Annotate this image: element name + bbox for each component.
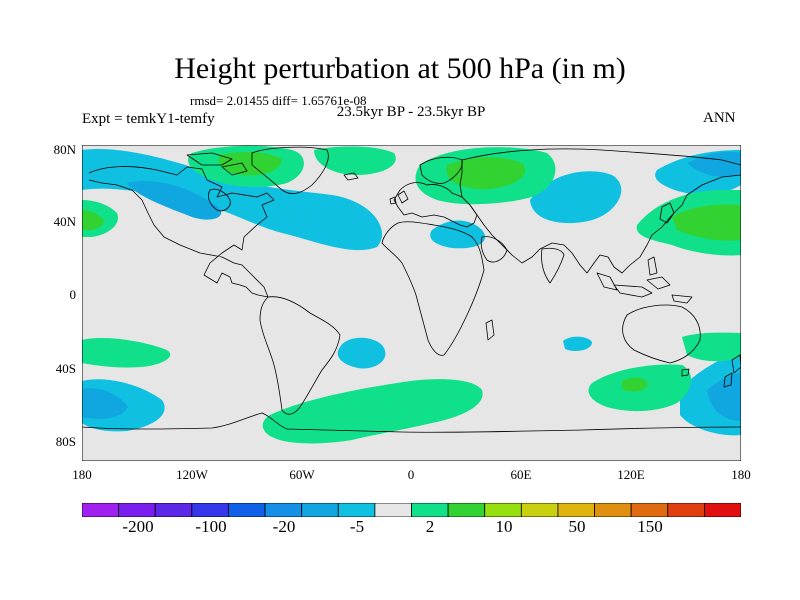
pos-contour-southern-ocean <box>262 379 483 444</box>
colorbar-swatch <box>374 503 412 517</box>
colorbar-swatch <box>118 503 156 517</box>
colorbar-swatch <box>703 503 741 517</box>
colorbar-label: 50 <box>568 517 586 536</box>
lon-label-60e: 60E <box>510 467 532 482</box>
season-label: ANN <box>703 110 736 126</box>
pos-contour-greenland-core <box>218 151 282 176</box>
colorbar-label: -200 <box>122 517 154 536</box>
colorbar-swatch <box>520 503 559 517</box>
colorbar-swatch <box>264 503 303 517</box>
colorbar-swatch <box>82 503 120 517</box>
coastline-australia <box>622 304 701 364</box>
colorbar-label: 10 <box>495 517 513 536</box>
coastline-hudson-bay <box>208 188 231 212</box>
colorbar-label: 2 <box>425 517 435 536</box>
coastline-europe-africa <box>381 182 485 356</box>
coastline-asia <box>459 148 741 274</box>
coastline-japan <box>659 202 675 224</box>
coastline-south-america <box>259 296 341 415</box>
coastline-arctic-islands <box>186 152 248 176</box>
pos-contour-nw-pacific-core <box>672 204 741 241</box>
pos-contour-aus-east <box>682 332 741 362</box>
colorbar-swatch <box>191 503 229 517</box>
coastline-tasmania <box>681 368 690 377</box>
pos-contour-eurasia-core <box>446 157 526 190</box>
colorbar-label: -100 <box>195 517 227 536</box>
coastline-greenland <box>251 146 329 195</box>
coastline-scandinavia <box>419 156 463 184</box>
lat-label-40s: 40S <box>55 361 76 376</box>
coastlines <box>82 146 741 433</box>
lon-label-180w: 180 <box>72 467 92 482</box>
pos-contour-arctic-canada <box>314 146 396 175</box>
contour-fills <box>82 145 741 444</box>
neg-contour-central-asia <box>530 171 622 224</box>
coastline-arabia <box>480 236 508 263</box>
colorbar-swatch <box>411 503 449 517</box>
coastline-madagascar <box>485 319 495 341</box>
colorbar-swatch <box>301 503 339 517</box>
neg-contour-sw-pacific-core <box>82 388 128 419</box>
colorbar-swatch <box>594 503 632 517</box>
colorbar-label: -5 <box>349 517 365 536</box>
coastline-north-america <box>88 166 275 298</box>
coastline-antarctica <box>82 412 741 433</box>
period-text: 23.5kyr BP - 23.5kyr BP <box>336 104 486 120</box>
lon-label-120e: 120E <box>617 467 645 482</box>
neg-contour-npacific <box>82 149 382 251</box>
neg-contour-indian <box>563 336 592 351</box>
neg-contour-europe <box>430 220 486 249</box>
pos-contour-south-pacific <box>82 338 171 368</box>
lon-label-0: 0 <box>407 467 415 482</box>
lat-label-80n: 80N <box>53 142 76 157</box>
neg-contour-npacific-east-core <box>687 151 741 177</box>
coastline-iceland <box>343 172 359 181</box>
stats-text: rmsd= 2.01455 diff= 1.65761e-08 <box>190 93 367 108</box>
coastline-philippines <box>647 256 658 276</box>
colorbar-swatch <box>228 503 266 517</box>
pos-contour-indian-ocean-core <box>622 377 648 392</box>
lat-label-80s: 80S <box>55 434 76 449</box>
colorbar-label: -20 <box>272 517 296 536</box>
map-title: Height perturbation at 500 hPa (in m) <box>174 52 626 85</box>
coastline-indonesia <box>596 272 693 304</box>
colorbar <box>82 503 741 517</box>
colorbar-swatch <box>557 503 595 517</box>
map-plot <box>82 145 741 461</box>
neg-contour-spacific <box>337 337 386 369</box>
colorbar-label: 150 <box>637 517 663 536</box>
colorbar-swatch <box>667 503 705 517</box>
colorbar-swatch <box>447 503 486 517</box>
experiment-label: Expt = temkY1-temfy <box>82 111 215 127</box>
pos-contour-npacific-west-core <box>82 210 104 231</box>
lat-label-0: 0 <box>69 287 77 302</box>
neg-contour-se-indian-core <box>707 373 741 421</box>
colorbar-swatch <box>154 503 193 517</box>
colorbar-swatch <box>484 503 522 517</box>
colorbar-swatch <box>337 503 376 517</box>
lon-label-180e: 180 <box>731 467 751 482</box>
lon-label-60w: 60W <box>289 467 315 482</box>
coastline-new-zealand <box>723 354 741 388</box>
lon-label-120w: 120W <box>176 467 208 482</box>
lat-label-40n: 40N <box>53 214 76 229</box>
coastline-british-isles <box>389 190 409 205</box>
colorbar-swatch <box>630 503 669 517</box>
neg-contour-natlantic <box>127 181 222 220</box>
coastline-india <box>541 247 565 284</box>
